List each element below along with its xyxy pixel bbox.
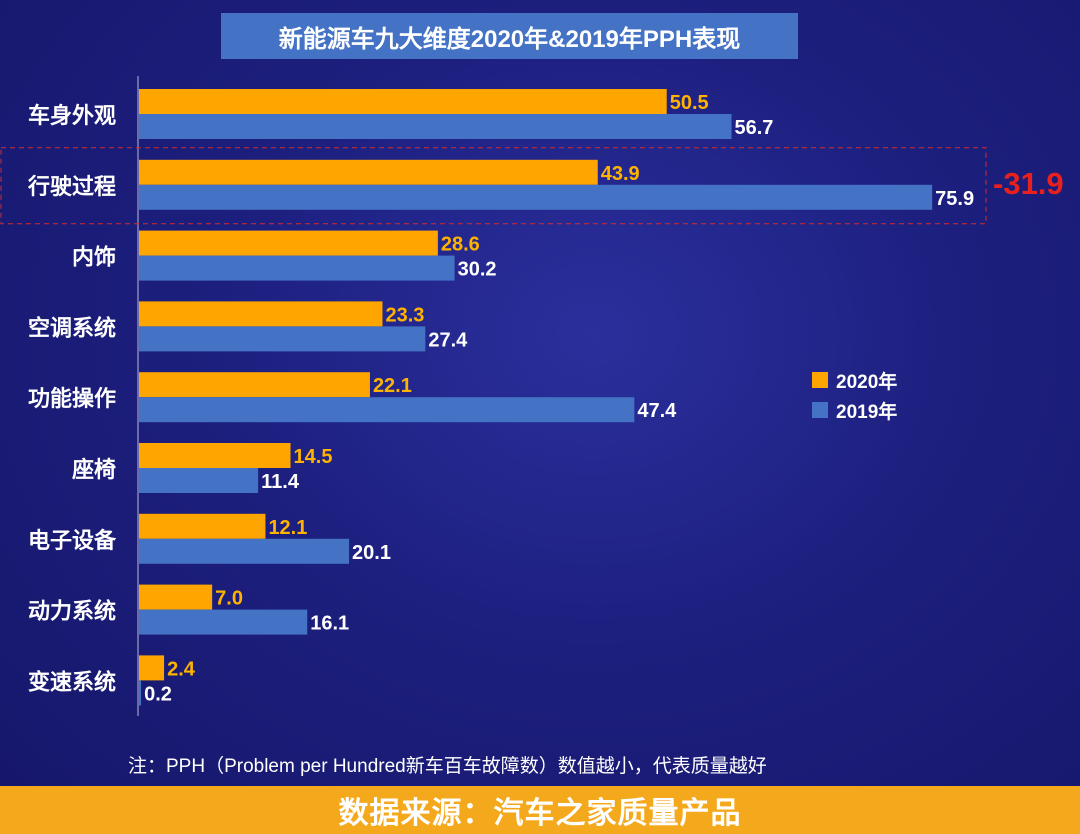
data-label: 0.2 <box>144 683 172 705</box>
legend-swatch-2020 <box>812 372 828 388</box>
data-label: 75.9 <box>935 188 974 210</box>
legend-label-2019: 2019年 <box>836 401 898 423</box>
bar-2019 <box>139 609 308 635</box>
bar-2020 <box>139 513 266 539</box>
highlight-box <box>0 147 987 225</box>
bar-2020 <box>139 655 165 681</box>
bar-2019 <box>139 397 635 423</box>
data-label: 14.5 <box>294 446 333 468</box>
data-label: 2.4 <box>167 658 196 680</box>
bar-2019 <box>139 538 350 564</box>
bar-2019 <box>139 468 259 493</box>
bar-2020 <box>139 584 213 610</box>
data-label: 7.0 <box>215 588 243 610</box>
data-label: 56.7 <box>735 117 774 139</box>
data-label: 20.1 <box>352 542 391 564</box>
category-label: 功能操作 <box>28 386 116 411</box>
category-label: 座椅 <box>72 457 116 482</box>
source-banner: 数据来源：汽车之家质量产品 <box>0 786 1080 834</box>
legend-item-2020: 2020年 <box>812 365 897 395</box>
footnote: 注：PPH（Problem per Hundred新车百车故障数）数值越小，代表… <box>128 756 767 777</box>
data-label: 22.1 <box>373 375 412 397</box>
data-label: 28.6 <box>441 234 480 256</box>
bar-2019 <box>139 326 426 352</box>
bar-2020 <box>139 372 370 398</box>
difference-annotation: -31.9 <box>993 166 1064 201</box>
category-label: 行驶过程 <box>27 174 116 199</box>
chart-title: 新能源车九大维度2020年&2019年PPH表现 <box>221 13 798 59</box>
legend-label-2020: 2020年 <box>836 371 898 393</box>
bar-2020 <box>139 230 438 256</box>
bar-2020 <box>139 159 598 185</box>
category-label: 车身外观 <box>28 103 116 128</box>
legend-item-2019: 2019年 <box>812 395 897 425</box>
bar-2020 <box>139 443 291 468</box>
bar-2020 <box>139 89 667 114</box>
data-label: 12.1 <box>268 517 307 539</box>
data-label: 43.9 <box>601 163 640 185</box>
data-label: 30.2 <box>458 259 497 281</box>
bar-2020 <box>139 301 383 327</box>
category-label: 变速系统 <box>28 669 116 694</box>
data-label: 16.1 <box>310 613 349 635</box>
data-label: 50.5 <box>670 92 709 114</box>
category-label: 电子设备 <box>28 528 117 553</box>
category-label: 空调系统 <box>28 315 116 340</box>
bar-2019 <box>139 680 142 706</box>
bar-2019 <box>139 114 732 139</box>
data-label: 23.3 <box>385 304 424 326</box>
bar-2019 <box>139 255 455 281</box>
legend-swatch-2019 <box>812 402 828 418</box>
category-label: 内饰 <box>72 245 116 270</box>
legend: 2020年 2019年 <box>812 365 897 425</box>
bar-2019 <box>139 184 933 210</box>
category-label: 动力系统 <box>28 599 116 624</box>
data-label: 27.4 <box>428 329 468 351</box>
data-label: 11.4 <box>261 471 300 493</box>
data-label: 47.4 <box>637 400 677 422</box>
